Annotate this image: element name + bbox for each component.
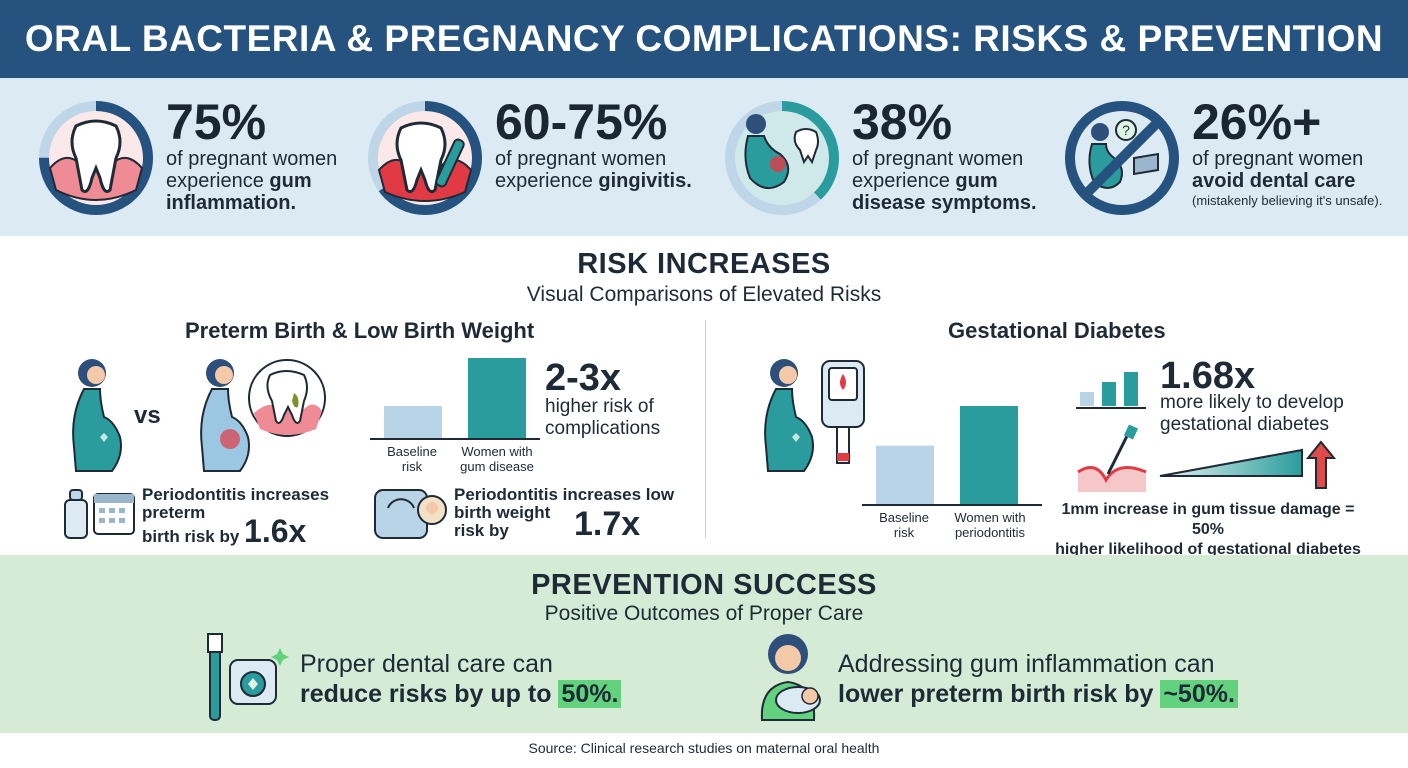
glucose-meter-icon: [821, 360, 865, 464]
bar-label: Baseline risk: [387, 444, 437, 474]
stat-emphasis: avoid dental care: [1192, 170, 1356, 192]
stat-card: 60-75% of pregnant women experience ging…: [365, 78, 705, 236]
diabetes-title: Gestational Diabetes: [948, 318, 1166, 343]
diabetes-bar-chart: [862, 406, 1042, 506]
section-divider: [705, 320, 706, 538]
no-dental-care-icon: ?: [1065, 101, 1179, 215]
stat-line: experience: [852, 170, 956, 192]
low-birth-weight-value: 1.7x: [574, 505, 641, 543]
preterm-bar-chart: [370, 358, 540, 440]
stat-card: 75% of pregnant women experience gum inf…: [36, 78, 356, 236]
inflamed-tooth-icon: [39, 101, 153, 215]
preterm-multiplier: 2-3x: [545, 357, 622, 399]
stat-text: 60-75% of pregnant women experience ging…: [495, 96, 725, 192]
baby-scale-icon: [374, 489, 447, 539]
vs-label: vs: [134, 402, 161, 429]
preterm-title: Preterm Birth & Low Birth Weight: [185, 318, 535, 343]
stat-line: of pregnant women: [1192, 148, 1364, 170]
bar-women-with-gum-disease: [468, 358, 526, 438]
baby-bottle-calendar-icon: [64, 489, 135, 539]
svg-text:?: ?: [1122, 122, 1130, 138]
highlight-value: ~50%.: [1160, 680, 1238, 708]
periodontitis-tooth-icon: [248, 359, 326, 437]
mother-baby-icon: [760, 634, 821, 721]
bar-label: Women with gum disease: [460, 444, 534, 474]
source-note: Source: Clinical research studies on mat…: [528, 740, 880, 756]
bar-label: Women with periodontitis: [954, 510, 1026, 540]
highlight-value: 50%.: [558, 680, 622, 708]
title-bar: ORAL BACTERIA & PREGNANCY COMPLICATIONS:…: [0, 0, 1408, 78]
stat-value: 38%: [852, 94, 953, 150]
stat-line: of pregnant women: [166, 148, 338, 170]
preterm-fact-value: 1.6x: [244, 513, 307, 549]
stat-text: 38% of pregnant women experience gum dis…: [852, 96, 1082, 214]
pregnant-woman-tooth-icon: [725, 101, 839, 215]
gum-damage-fact: 1mm increase in gum tissue damage = 50% …: [1055, 501, 1361, 558]
up-arrow-icon: [1306, 440, 1336, 489]
stat-card: 38% of pregnant women experience gum dis…: [722, 78, 1052, 236]
diabetes-multiplier-caption: more likely to develop gestational diabet…: [1160, 392, 1344, 435]
toothbrush-floss-icon: [207, 633, 289, 721]
risk-section-title: RISK INCREASES: [577, 248, 831, 280]
stat-text: 26%+ of pregnant women avoid dental care…: [1192, 96, 1402, 210]
prevention-title: PREVENTION SUCCESS: [531, 569, 877, 601]
gradient-scale-icon: [1159, 448, 1303, 477]
stats-row: 75% of pregnant women experience gum inf…: [0, 78, 1408, 236]
prevention-item-2: Addressing gum inflammation can lower pr…: [838, 649, 1238, 709]
gum-probe-icon: [1077, 424, 1147, 492]
stat-line: of pregnant women: [852, 148, 1024, 170]
prevention-section: PREVENTION SUCCESS Positive Outcomes of …: [0, 555, 1408, 733]
rising-bars-icon: [1076, 372, 1146, 409]
stat-emphasis: gum: [269, 170, 312, 192]
stat-value: 75%: [166, 94, 267, 150]
diabetes-multiplier: 1.68x: [1160, 355, 1256, 397]
stat-card: ? 26%+ of pregnant women avoid dental ca…: [1062, 78, 1402, 236]
bar-baseline-risk: [876, 445, 934, 504]
stat-line: experience: [495, 170, 599, 192]
stat-line: of pregnant women: [495, 148, 667, 170]
risk-section-subtitle: Visual Comparisons of Elevated Risks: [526, 283, 882, 306]
stat-line: experience: [166, 170, 270, 192]
stat-emphasis: gingivitis.: [598, 170, 692, 192]
prevention-item-1: Proper dental care can reduce risks by u…: [300, 649, 622, 709]
stat-line: (mistakenly believing it's unsafe).: [1192, 193, 1383, 208]
pregnant-woman-icon: [72, 359, 122, 472]
prevention-subtitle: Positive Outcomes of Proper Care: [544, 602, 864, 625]
preterm-fact: Periodontitis increases preterm birth ri…: [142, 485, 330, 549]
stat-emphasis: inflammation.: [166, 192, 297, 214]
pregnant-woman-icon: [764, 359, 814, 472]
stat-emphasis: gum: [955, 170, 998, 192]
bar-women-with-periodontitis: [960, 406, 1018, 504]
low-birth-weight-fact: Periodontitis increases low birth weight…: [454, 485, 675, 540]
stat-value: 60-75%: [495, 94, 668, 150]
preterm-multiplier-caption: higher risk of complications: [545, 396, 661, 439]
stat-emphasis: disease symptoms.: [852, 192, 1037, 214]
page-title: ORAL BACTERIA & PREGNANCY COMPLICATIONS:…: [24, 18, 1384, 59]
bar-baseline-risk: [384, 406, 442, 438]
tooth-brushing-icon: [368, 101, 482, 215]
bar-label: Baseline risk: [879, 510, 929, 540]
stat-value: 26%+: [1192, 94, 1322, 150]
stat-text: 75% of pregnant women experience gum inf…: [166, 96, 396, 214]
pregnant-woman-inflammation-icon: [200, 359, 250, 472]
